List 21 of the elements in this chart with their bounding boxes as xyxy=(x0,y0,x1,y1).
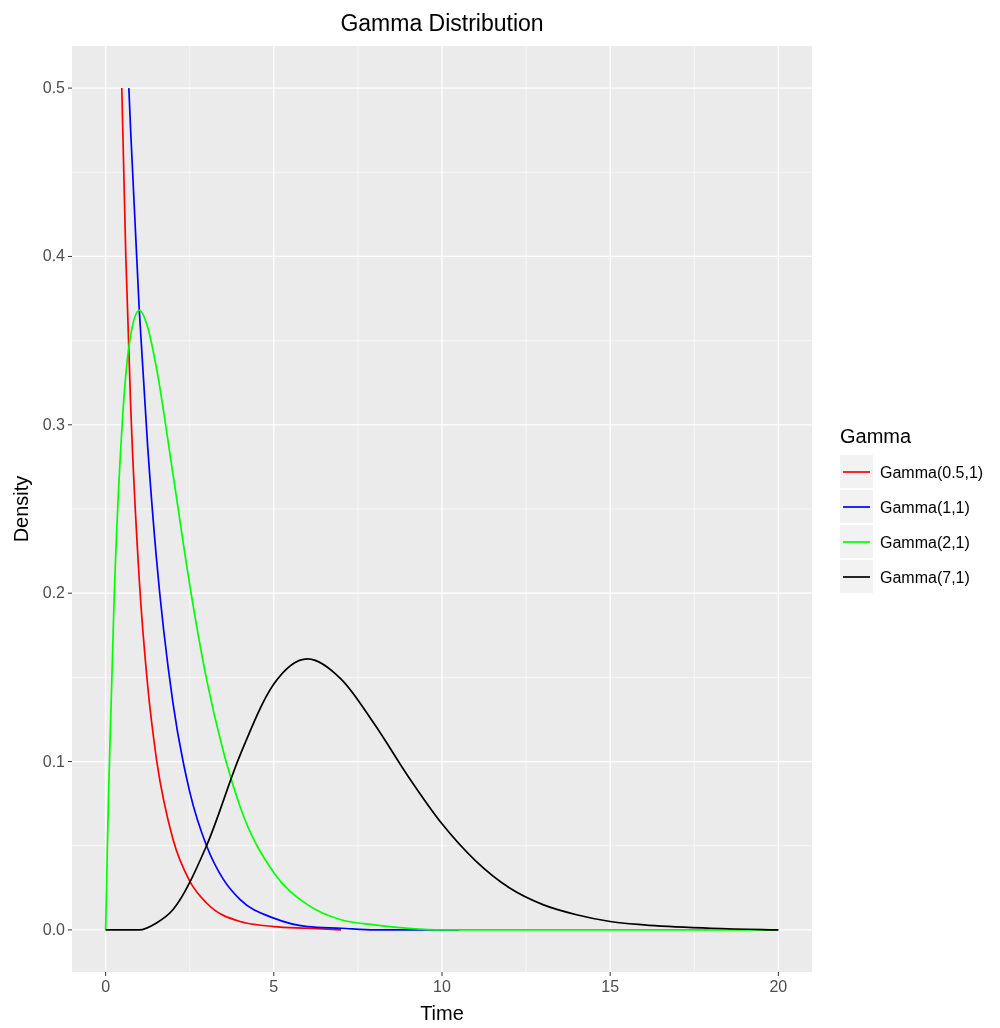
chart-title: Gamma Distribution xyxy=(340,10,544,36)
y-tick-label: 0.4 xyxy=(42,247,66,265)
y-tick-label: 0.0 xyxy=(42,920,66,938)
x-tick-label: 5 xyxy=(269,978,279,995)
line-series xyxy=(104,657,780,931)
x-axis-title: Time xyxy=(420,1002,464,1024)
y-axis-title: Density xyxy=(10,475,32,543)
legend-label: Gamma(1,1) xyxy=(880,499,970,516)
y-tick-label: 0.1 xyxy=(42,752,66,770)
y-tick-label: 0.2 xyxy=(42,584,66,602)
legend-title: Gamma xyxy=(840,425,912,447)
x-tick-label: 10 xyxy=(433,978,451,995)
legend-label: Gamma(2,1) xyxy=(880,534,970,551)
x-tick-label: 0 xyxy=(101,978,111,995)
legend-label: Gamma(0.5,1) xyxy=(880,464,984,481)
y-tick-label: 0.3 xyxy=(42,415,66,433)
line-series xyxy=(120,87,342,931)
legend-label: Gamma(7,1) xyxy=(880,569,970,586)
x-tick-label: 20 xyxy=(769,978,788,995)
y-tick-label: 0.5 xyxy=(42,79,66,97)
x-tick-label: 15 xyxy=(601,978,620,995)
